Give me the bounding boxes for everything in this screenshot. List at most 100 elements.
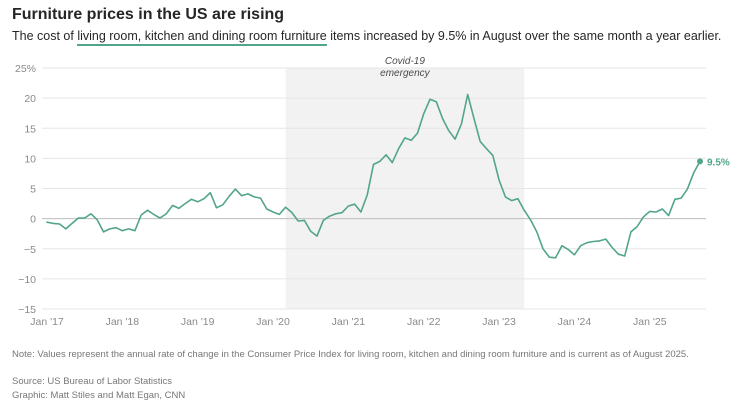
data-point (272, 211, 274, 213)
data-point (504, 196, 506, 198)
data-point (517, 198, 519, 200)
subtitle-highlight: living room, kitchen and dining room fur… (77, 29, 327, 46)
data-point (529, 219, 531, 221)
data-point (172, 204, 174, 206)
data-point (460, 123, 462, 125)
data-line (46, 93, 701, 259)
covid-label-line1: Covid-19 (385, 56, 425, 67)
data-point (611, 247, 613, 249)
data-point (498, 179, 500, 181)
x-tick-label: Jan '24 (558, 316, 592, 328)
data-point (523, 209, 525, 211)
data-point (479, 141, 481, 143)
data-point (454, 138, 456, 140)
x-tick-label: Jan '21 (332, 316, 366, 328)
data-point (661, 208, 663, 210)
chart-source: Source: US Bureau of Labor Statistics (12, 376, 172, 387)
data-point (71, 222, 73, 224)
y-tick-label: 0 (30, 214, 36, 226)
data-point (599, 240, 601, 242)
data-point (680, 197, 682, 199)
data-point (686, 188, 688, 190)
data-point (567, 248, 569, 250)
data-point (416, 132, 418, 134)
x-tick-label: Jan '19 (181, 316, 215, 328)
data-point (605, 238, 607, 240)
data-point (266, 208, 268, 210)
data-point (335, 213, 337, 215)
data-point (253, 196, 255, 198)
data-point (391, 162, 393, 164)
data-point (347, 205, 349, 207)
data-point (303, 219, 305, 221)
data-point (617, 253, 619, 255)
data-point (630, 231, 632, 233)
y-tick-label: −15 (18, 304, 36, 316)
data-point (121, 230, 123, 232)
data-point (329, 215, 331, 217)
data-point (573, 254, 575, 256)
data-point (429, 98, 431, 100)
data-point (410, 139, 412, 141)
data-point (473, 118, 475, 120)
data-point (128, 228, 130, 230)
data-point (322, 219, 324, 221)
data-point (642, 216, 644, 218)
subtitle-text-end: items increased by 9.5% in August over t… (326, 29, 722, 43)
data-point (153, 213, 155, 215)
data-point (96, 219, 98, 221)
chart-title: Furniture prices in the US are rising (12, 6, 285, 23)
data-point (555, 257, 557, 259)
data-point (190, 198, 192, 200)
data-point (52, 222, 54, 224)
data-point (115, 227, 117, 229)
x-tick-label: Jan '20 (256, 316, 290, 328)
data-point (216, 207, 218, 209)
data-point (404, 137, 406, 139)
data-point (674, 198, 676, 200)
data-point (366, 194, 368, 196)
data-point (109, 228, 111, 230)
data-point (178, 207, 180, 209)
data-point (310, 230, 312, 232)
data-point (385, 154, 387, 156)
data-point (668, 215, 670, 217)
y-tick-label: −5 (24, 244, 36, 256)
data-point (655, 211, 657, 213)
subtitle-text-start: The cost of (12, 29, 78, 43)
covid-label-line2: emergency (380, 68, 430, 79)
data-point (165, 213, 167, 215)
data-point (360, 211, 362, 213)
data-point (241, 195, 243, 197)
data-point (379, 160, 381, 162)
y-tick-label: 10 (24, 153, 36, 165)
data-point (247, 193, 249, 195)
y-tick-label: 25% (15, 63, 36, 75)
data-point (203, 198, 205, 200)
data-point (297, 220, 299, 222)
data-point (184, 203, 186, 205)
data-point (580, 245, 582, 247)
data-point (291, 212, 293, 214)
data-point (423, 113, 425, 115)
data-point (90, 213, 92, 215)
chart-note: Note: Values represent the annual rate o… (12, 349, 689, 360)
data-point (146, 209, 148, 211)
y-tick-label: 15 (24, 123, 36, 135)
data-point (511, 200, 513, 202)
end-point-marker (697, 158, 703, 165)
data-point (561, 245, 563, 247)
data-point (467, 94, 469, 96)
data-point (592, 241, 594, 243)
data-point (442, 118, 444, 120)
data-point (636, 225, 638, 227)
data-point (234, 188, 236, 190)
data-point (586, 242, 588, 244)
data-point (435, 101, 437, 103)
data-point (536, 231, 538, 233)
data-point (316, 235, 318, 237)
data-point (103, 231, 105, 233)
data-point (548, 256, 550, 258)
x-tick-label: Jan '18 (106, 316, 140, 328)
